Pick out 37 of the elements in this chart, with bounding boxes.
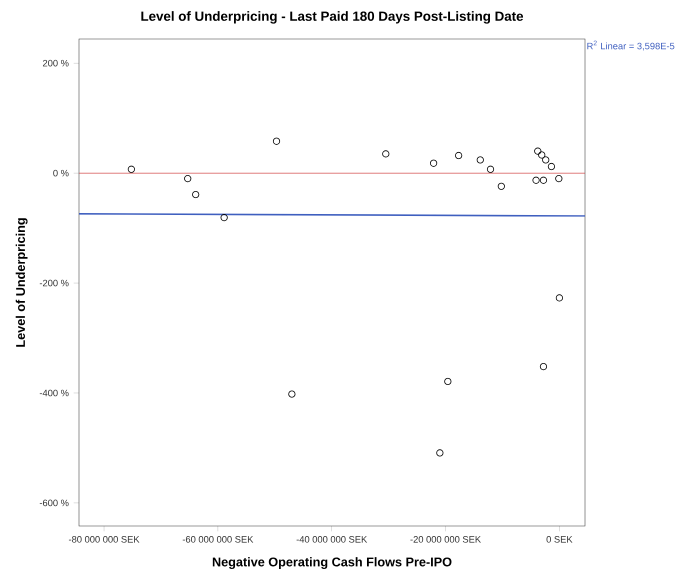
point: [476, 156, 484, 164]
y-tick-label: -400 %: [40, 390, 69, 396]
y-axis-title: Level of Underpricing: [16, 218, 28, 347]
point: [538, 151, 546, 159]
x-tick-label: 0 SEK: [546, 536, 572, 543]
y-tick-label: -600 %: [40, 500, 69, 506]
point: [184, 175, 192, 182]
point: [498, 182, 505, 190]
point: [288, 390, 296, 398]
chart-title: Level of Underpricing - Last Paid 180 Days Post-Listing Date: [141, 11, 524, 24]
point: [532, 176, 540, 184]
point: [455, 152, 462, 160]
point: [382, 150, 390, 158]
point: [548, 162, 556, 170]
point: [555, 175, 562, 182]
point: [444, 378, 452, 386]
x-tick-label: -80 000 000 SEK: [68, 536, 140, 543]
point: [486, 166, 494, 173]
point: [542, 156, 550, 164]
x-tick-label: -60 000 000 SEK: [182, 536, 254, 543]
point: [192, 190, 200, 198]
y-tick-label: 200 %: [42, 60, 69, 66]
point: [128, 166, 135, 173]
point: [436, 449, 444, 456]
point: [220, 214, 228, 222]
point: [272, 138, 280, 145]
point: [534, 148, 542, 155]
x-tick-label: -20 000 000 SEK: [410, 536, 481, 543]
y-tick-label: -200 %: [40, 280, 69, 286]
x-axis-title: Negative Operating Cash Flows Pre-IPO: [212, 557, 452, 569]
point: [430, 160, 438, 167]
x-tick-label: -40 000 000 SEK: [296, 536, 368, 543]
y-tick-label: 0 %: [53, 170, 69, 176]
point: [540, 176, 548, 184]
point: [540, 363, 548, 370]
point: [556, 294, 563, 302]
text: R$^{2}$ Linear = 3,598E-5: [587, 40, 674, 50]
